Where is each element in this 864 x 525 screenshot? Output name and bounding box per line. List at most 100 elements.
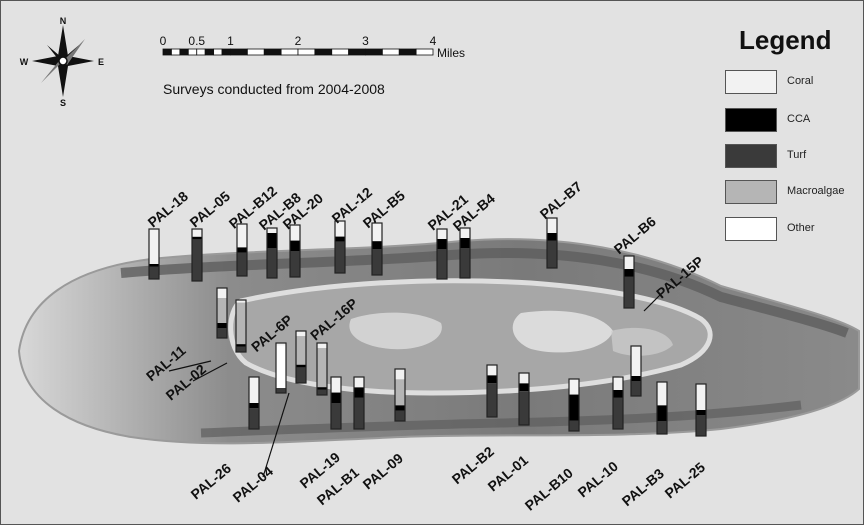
- site-bar-segment-coral: [460, 228, 470, 238]
- site-bar-segment-macro: [236, 302, 246, 345]
- scale-bar-segment: [297, 48, 316, 56]
- site-bar-segment-coral: [696, 384, 706, 410]
- site-bar-segment-coral: [519, 373, 529, 384]
- site-bar-pal-25: [695, 383, 707, 437]
- site-bar-segment-coral: [372, 223, 382, 242]
- site-bar-segment-turf: [354, 397, 364, 429]
- site-bar-pal-05: [191, 228, 203, 282]
- scale-bar-segment: [348, 48, 366, 56]
- scale-bar-segment: [213, 48, 223, 56]
- site-bar-outline: [275, 342, 287, 394]
- site-bar-segment-cca: [267, 233, 277, 248]
- lagoon-islet: [512, 310, 613, 353]
- site-bar-segment-cca: [696, 410, 706, 416]
- site-bar-outline: [353, 376, 365, 430]
- site-bar-segment-turf: [395, 410, 405, 421]
- compass-rose: N S W E: [20, 16, 104, 108]
- site-bar-segment-turf: [249, 408, 259, 429]
- site-bar-segment-coral: [395, 369, 405, 380]
- scale-tick-label: 4: [430, 34, 437, 48]
- site-bar-outline: [334, 220, 346, 274]
- site-bar-segment-cca: [236, 344, 246, 347]
- site-bar-pal-10: [612, 376, 624, 430]
- site-bar-segment-turf: [149, 266, 159, 279]
- legend-swatch: [725, 180, 777, 204]
- site-bar-segment-cca: [460, 238, 470, 248]
- site-bar-segment-turf: [331, 403, 341, 429]
- site-bar-segment-cca: [395, 405, 405, 411]
- leader-line: [262, 392, 290, 478]
- scale-bar-segment: [415, 48, 434, 56]
- site-bar-segment-coral: [487, 365, 497, 376]
- site-bar-segment-turf: [624, 276, 634, 308]
- site-bar-outline: [371, 222, 383, 276]
- legend-label: CCA: [787, 113, 811, 125]
- compass-center: [58, 56, 68, 66]
- scale-bar-segment: [221, 48, 231, 56]
- site-bar-segment-coral: [290, 225, 300, 241]
- site-bar-segment-cca: [372, 241, 382, 249]
- site-label-pal-04: PAL-04: [230, 463, 277, 506]
- scale-tick-label: 1: [227, 34, 234, 48]
- site-bar-segment-turf: [696, 415, 706, 436]
- legend-label: Turf: [787, 149, 807, 161]
- site-bar-segment-cca: [149, 264, 159, 267]
- site-bar-pal-b3: [656, 381, 668, 435]
- compass-east: E: [98, 57, 104, 67]
- site-bar-segment-turf: [237, 252, 247, 276]
- site-bar-pal-20: [289, 224, 301, 278]
- site-bar-pal-b12: [236, 223, 248, 277]
- site-bar-segment-coral: [631, 346, 641, 376]
- site-label-pal-b3: PAL-B3: [619, 465, 667, 509]
- site-bar-segment-coral: [149, 229, 159, 264]
- scale-bar-segment: [171, 48, 181, 56]
- site-bar-segment-cca: [519, 383, 529, 392]
- scale-bar-segment: [162, 48, 172, 56]
- site-bar-segment-turf: [437, 249, 447, 279]
- lagoon-islet: [349, 312, 442, 350]
- scale-tick-label: 3: [362, 34, 369, 48]
- site-bar-segment-turf: [296, 367, 306, 383]
- legend-swatch: [725, 108, 777, 132]
- site-label-pal-b10: PAL-B10: [522, 464, 576, 513]
- site-bar-pal-15p: [630, 345, 642, 397]
- site-bar-segment-cca: [354, 387, 364, 398]
- site-bar-outline: [436, 228, 448, 280]
- survey-note: Surveys conducted from 2004-2008: [163, 81, 385, 97]
- site-bar-outline: [695, 383, 707, 437]
- scale-bar-segment: [280, 48, 299, 56]
- site-bar-outline: [148, 228, 160, 280]
- site-bar-segment-coral: [317, 343, 327, 349]
- site-bar-segment-turf: [236, 346, 246, 352]
- site-bar-outline: [248, 376, 260, 430]
- site-bar-segment-turf: [547, 240, 557, 268]
- site-label-pal-10: PAL-10: [575, 458, 622, 501]
- site-bar-outline: [330, 376, 342, 430]
- scale-tick-label: 2: [295, 34, 302, 48]
- site-label-pal-26: PAL-26: [188, 460, 235, 503]
- compass-south: S: [60, 98, 66, 108]
- site-bar-segment-cca: [192, 236, 202, 240]
- site-bar-segment-cca: [237, 247, 247, 253]
- legend-label: Coral: [787, 75, 814, 87]
- site-bar-segment-cca: [631, 376, 641, 381]
- site-bar-segment-macro: [317, 348, 327, 388]
- site-bar-outline: [289, 224, 301, 278]
- site-bar-segment-coral: [249, 377, 259, 403]
- compass-west: W: [20, 57, 29, 67]
- scale-bar-segment: [196, 48, 206, 56]
- atoll-geography: [17, 238, 860, 445]
- site-bar-segment-coral: [217, 288, 227, 298]
- compass-north: N: [60, 16, 67, 26]
- leader-lines: [168, 290, 665, 478]
- site-bar-segment-turf: [290, 251, 300, 277]
- site-bar-segment-coral: [236, 300, 246, 303]
- leader-line: [643, 290, 665, 312]
- site-bar-segment-coral: [354, 377, 364, 388]
- site-bar-segment-turf: [460, 248, 470, 278]
- site-bar-segment-coral: [267, 228, 277, 233]
- legend-label: Other: [787, 222, 815, 234]
